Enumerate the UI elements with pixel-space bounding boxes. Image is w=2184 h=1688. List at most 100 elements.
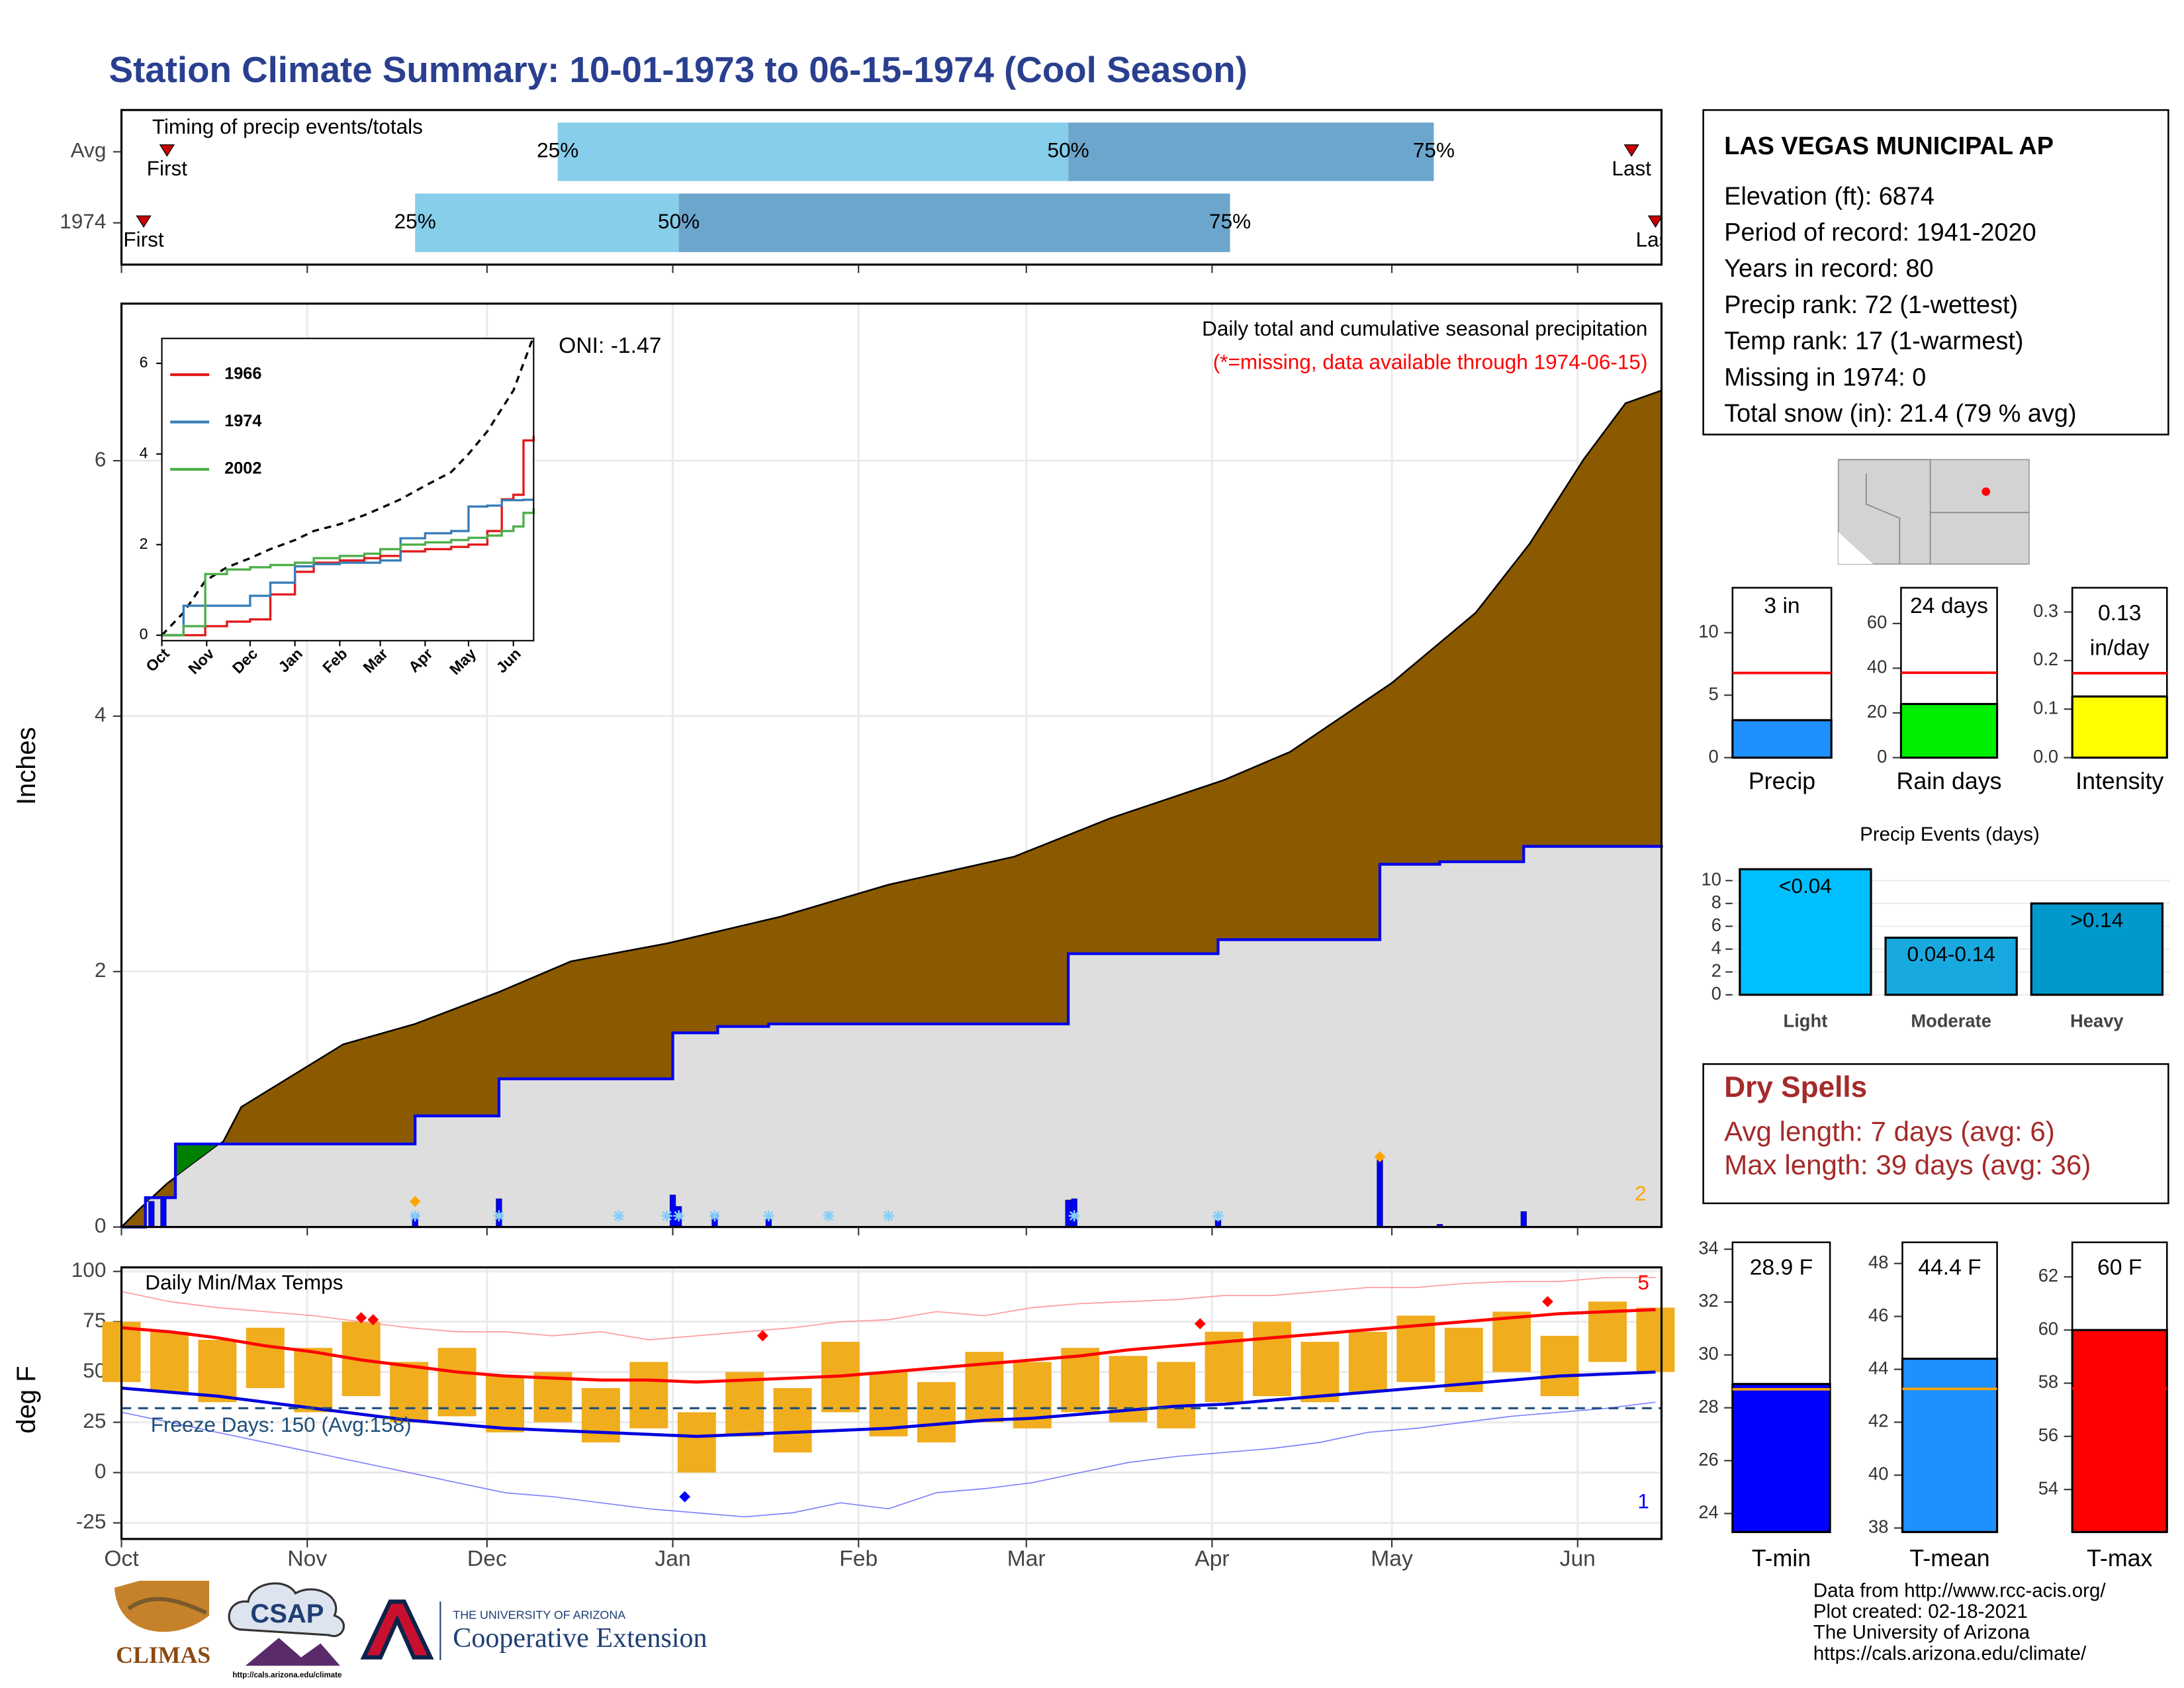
- snow-marker: [1068, 1210, 1080, 1222]
- category-label: Moderate: [1911, 1011, 1991, 1031]
- y-tick-label: 38: [1868, 1517, 1888, 1537]
- extension-text: Cooperative Extension: [453, 1623, 707, 1654]
- temp-range-bar: [1348, 1331, 1387, 1393]
- temp-range-bar: [246, 1327, 285, 1388]
- record-marker: [1542, 1295, 1553, 1307]
- csap-mountain: [245, 1638, 340, 1666]
- y-tick-label: 100: [71, 1258, 107, 1282]
- quantile-label: 25%: [537, 138, 578, 162]
- footer: Data from http://www.rcc-acis.org/Plot c…: [1813, 1580, 2106, 1665]
- y-tick-label: 25: [83, 1409, 106, 1432]
- y-tick-label: 75: [83, 1308, 106, 1332]
- quartile-bar: [415, 193, 679, 252]
- daily-bar: [1065, 1199, 1071, 1228]
- snow-marker: [823, 1210, 835, 1222]
- event-label: First: [123, 227, 164, 251]
- y-tick-label: 28: [1698, 1396, 1718, 1417]
- category-label: Precip: [1749, 768, 1815, 794]
- quartile-bar: [1068, 122, 1434, 181]
- university-text: THE UNIVERSITY OF ARIZONA: [453, 1608, 625, 1621]
- page-title: Station Climate Summary: 10-01-1973 to 0…: [109, 49, 1248, 90]
- inset-average-line: [161, 336, 535, 636]
- y-tick-label: 4: [1711, 937, 1721, 958]
- y-tick-label: 0: [95, 1213, 107, 1237]
- inset-border: [161, 338, 535, 641]
- temp-range-bar: [1253, 1321, 1291, 1397]
- map-borders: [1838, 459, 2029, 565]
- temp-line: [121, 1276, 1656, 1340]
- daily-bar: [1377, 1156, 1383, 1228]
- y-tick-label: 4: [95, 702, 107, 726]
- timing-title: Timing of precip events/totals: [152, 115, 423, 138]
- climas-logo: [114, 1580, 210, 1632]
- y-tick-label: 0: [95, 1459, 107, 1483]
- bar-label: >0.14: [2070, 908, 2123, 931]
- count-label: 2: [1635, 1182, 1647, 1205]
- y-tick-label: 5: [1709, 683, 1719, 704]
- snow-marker: [613, 1210, 625, 1222]
- x-tick-label: Feb: [839, 1546, 878, 1571]
- y-tick-label: 62: [2038, 1265, 2058, 1286]
- y-tick-label: 58: [2038, 1372, 2058, 1392]
- footer-line: https://cals.arizona.edu/climate/: [1813, 1642, 2087, 1664]
- y-tick-label: 32: [1698, 1290, 1718, 1311]
- inset-y-tick-label: 6: [140, 353, 148, 371]
- station-line: Elevation (ft): 6874: [1724, 183, 1934, 211]
- csap-cloud: [228, 1582, 345, 1638]
- daily-bar: [1520, 1211, 1527, 1228]
- y-tick-label: 56: [2038, 1425, 2058, 1445]
- temp-line: [121, 1308, 1656, 1384]
- map: [1837, 459, 2030, 565]
- bar: [2071, 695, 2168, 759]
- highlight-marker: [1374, 1151, 1386, 1162]
- dry-spells-title: Dry Spells: [1724, 1071, 1867, 1103]
- footer-line: The University of Arizona: [1813, 1622, 2030, 1644]
- panel-title: Daily total and cumulative seasonal prec…: [1202, 316, 1647, 340]
- snow-marker: [762, 1210, 774, 1222]
- temp-range-bar: [437, 1348, 477, 1417]
- inset-line: [161, 508, 535, 637]
- bar: [1884, 936, 2018, 996]
- event-marker: [159, 144, 175, 157]
- category-label: Heavy: [2070, 1011, 2124, 1031]
- temp-range-bar: [1061, 1348, 1100, 1413]
- y-tick-label: 40: [1868, 1464, 1888, 1484]
- station-box: [1702, 109, 2169, 436]
- y-tick-label: 6: [95, 447, 107, 471]
- value-label: 3 in: [1764, 594, 1799, 618]
- station-line: Precip rank: 72 (1-wettest): [1724, 291, 2018, 319]
- category-label: Light: [1784, 1011, 1828, 1031]
- y-tick-label: 0.0: [2033, 746, 2058, 767]
- x-tick-label: Oct: [104, 1546, 139, 1571]
- value-label: 60 F: [2097, 1256, 2142, 1280]
- station-line: Years in record: 80: [1724, 255, 1933, 283]
- station-line: Missing in 1974: 0: [1724, 363, 1926, 391]
- highlight-marker: [409, 1196, 421, 1207]
- inset-line: [161, 498, 534, 637]
- temp-range-bar: [486, 1376, 524, 1432]
- temp-range-bar: [773, 1387, 812, 1453]
- y-tick-label: 2: [95, 958, 107, 982]
- inset-y-tick-label: 0: [140, 626, 148, 643]
- inset-y-tick-label: 4: [140, 444, 148, 461]
- bar: [1899, 702, 1999, 759]
- category-label: Rain days: [1896, 768, 2001, 794]
- temp-range-bar: [869, 1372, 908, 1436]
- event-label: First: [147, 156, 188, 180]
- y-tick-label: 10: [1698, 621, 1718, 641]
- temp-range-bar: [917, 1382, 956, 1443]
- quantile-label: 50%: [658, 209, 700, 233]
- temp-range-bar: [677, 1412, 716, 1473]
- temp-line: [121, 1401, 1656, 1518]
- category-label: T-max: [2087, 1545, 2152, 1571]
- dry-spell-line: Max length: 39 days (avg: 36): [1724, 1149, 2091, 1180]
- value-label: 0.13 in/day: [2090, 601, 2150, 661]
- panel-subtitle: (*=missing, data available through 1974-…: [1213, 350, 1648, 373]
- y-tick-label: 30: [1698, 1343, 1718, 1364]
- snow-marker: [493, 1210, 505, 1222]
- record-marker: [679, 1491, 691, 1503]
- x-tick-label: Nov: [287, 1546, 327, 1571]
- station-name: LAS VEGAS MUNICIPAL AP: [1724, 132, 2054, 160]
- event-marker: [1623, 144, 1639, 157]
